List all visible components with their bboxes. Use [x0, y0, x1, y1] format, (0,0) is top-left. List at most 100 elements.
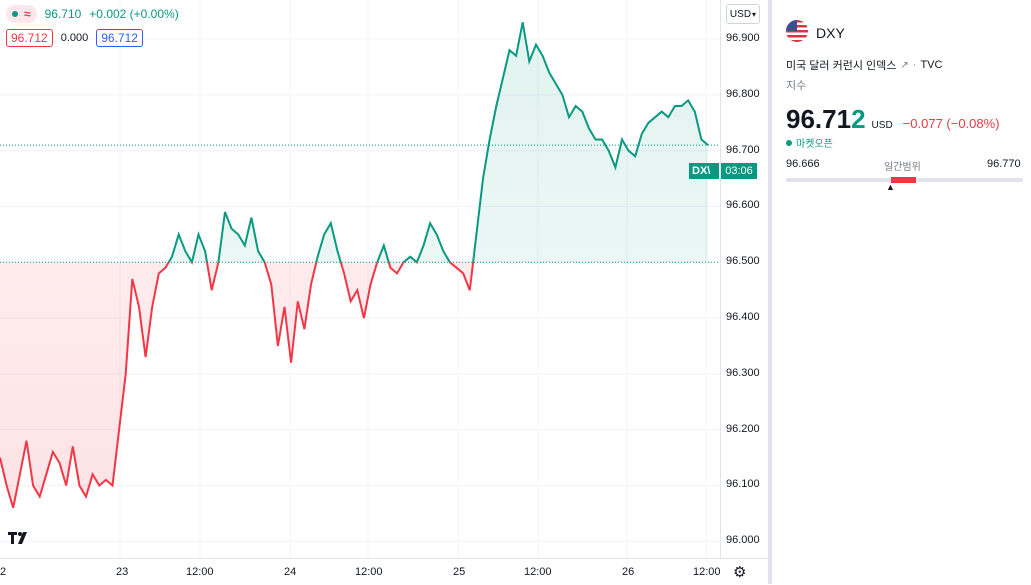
data-point	[78, 484, 80, 486]
market-open-dot-icon	[786, 139, 792, 146]
data-point	[694, 110, 696, 112]
data-point	[535, 43, 537, 45]
price-chart[interactable]	[0, 0, 720, 558]
area-fill-down	[0, 262, 474, 508]
data-point	[555, 83, 557, 85]
data-point	[575, 105, 577, 107]
settings-gear-icon[interactable]: ⚙	[733, 564, 747, 581]
data-point	[442, 250, 444, 252]
data-point	[65, 484, 67, 486]
range-marker-icon: ▲	[886, 182, 895, 192]
data-point	[634, 155, 636, 157]
data-point	[158, 272, 160, 274]
data-point	[561, 94, 563, 96]
legend-status-pill[interactable]: ≈	[6, 5, 37, 23]
time-axis[interactable]: 2 23 12:00 24 12:00 25 12:00 26 12:00	[0, 558, 768, 585]
data-point	[396, 272, 398, 274]
instrument-description[interactable]: 미국 달러 커런시 인덱스	[786, 60, 897, 72]
data-point	[118, 429, 120, 431]
data-point	[429, 222, 431, 224]
data-point	[383, 244, 385, 246]
data-point	[541, 55, 543, 57]
data-point	[52, 451, 54, 453]
data-point	[356, 289, 358, 291]
data-point	[283, 306, 285, 308]
data-point	[323, 233, 325, 235]
time-label: 12:00	[186, 566, 214, 578]
data-point	[469, 289, 471, 291]
data-point	[257, 250, 259, 252]
data-point	[32, 484, 34, 486]
data-point	[244, 244, 246, 246]
data-point	[515, 55, 517, 57]
panel-divider[interactable]	[768, 0, 772, 584]
data-point	[45, 473, 47, 475]
price-tick-label: 96.700	[726, 143, 760, 156]
data-point	[336, 250, 338, 252]
instrument-type: 지수	[786, 80, 807, 92]
data-point	[455, 267, 457, 269]
price-currency: USD	[871, 120, 893, 131]
data-point	[230, 228, 232, 230]
chart-pane[interactable]: ≈ 96.710 +0.002 (+0.00%) 96.712 0.000 96…	[0, 0, 720, 558]
price-axis[interactable]: 96.900 96.800 96.700 96.600 96.500 96.400 96.3…	[720, 0, 769, 558]
data-point	[363, 317, 365, 319]
symbol-info-panel: DXY 미국 달러 커런시 인덱스 ↗ · TVC 지수 96.71 2 USD…	[772, 0, 1031, 584]
legend-top: ≈ 96.710 +0.002 (+0.00%)	[6, 5, 179, 23]
price-tick-label: 96.300	[726, 366, 760, 379]
data-point	[217, 261, 219, 263]
time-label: 26	[622, 566, 635, 578]
exchange-name[interactable]: TVC	[920, 59, 943, 71]
range-fill	[891, 177, 916, 183]
data-point	[508, 49, 510, 51]
data-point	[482, 177, 484, 179]
data-point	[5, 484, 7, 486]
time-label: 23	[116, 566, 129, 578]
data-point	[409, 256, 411, 258]
market-open-dot-icon	[12, 11, 18, 17]
currency-select-label: USD	[729, 8, 752, 20]
data-point	[402, 261, 404, 263]
data-point	[58, 462, 60, 464]
tradingview-logo-icon[interactable]	[6, 528, 32, 548]
data-point	[416, 261, 418, 263]
data-point	[621, 138, 623, 140]
symbol-name[interactable]: DXY	[816, 25, 845, 41]
data-point	[495, 105, 497, 107]
data-point	[111, 484, 113, 486]
legend-change: +0.002 (+0.00%)	[89, 7, 179, 21]
data-point	[581, 110, 583, 112]
external-link-icon[interactable]: ↗	[900, 59, 909, 71]
area-fill-up	[0, 22, 708, 263]
data-point	[204, 250, 206, 252]
sell-price-box[interactable]: 96.712	[6, 29, 53, 47]
price-tick-label: 96.600	[726, 199, 760, 212]
data-point	[125, 373, 127, 375]
chevron-down-icon: ▾	[752, 9, 757, 19]
data-point	[601, 138, 603, 140]
data-point	[297, 300, 299, 302]
price-change: −0.077 (−0.08%)	[902, 116, 1000, 131]
data-point	[488, 138, 490, 140]
data-point	[151, 306, 153, 308]
price-tick-label: 96.200	[726, 422, 760, 435]
data-point	[144, 356, 146, 358]
data-point	[316, 256, 318, 258]
data-point	[548, 71, 550, 73]
data-point	[178, 233, 180, 235]
data-point	[171, 256, 173, 258]
data-point	[211, 289, 213, 291]
data-point	[588, 127, 590, 129]
market-status: 마켓오픈	[786, 135, 833, 150]
range-label: 일간범위	[884, 162, 921, 173]
data-point	[687, 99, 689, 101]
price-tick-label: 96.900	[726, 32, 760, 45]
data-point	[647, 122, 649, 124]
price-tick-label: 96.400	[726, 311, 760, 324]
data-point	[436, 233, 438, 235]
data-point	[224, 211, 226, 213]
currency-select[interactable]: USD ▾	[726, 4, 760, 24]
data-point	[303, 328, 305, 330]
buy-price-box[interactable]: 96.712	[96, 29, 143, 47]
data-point	[264, 261, 266, 263]
